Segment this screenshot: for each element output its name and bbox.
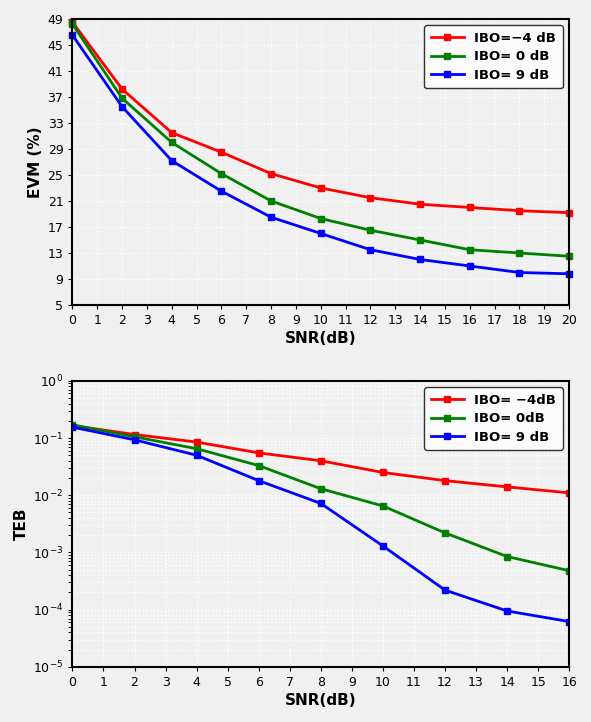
IBO= 0dB [131,432,138,441]
X-axis label: SNR(dB): SNR(dB) [285,331,356,347]
IBO= 9 dB [516,268,523,277]
IBO= 0dB [379,502,387,510]
IBO= 0 dB [317,214,324,223]
IBO= 0dB [193,444,200,453]
IBO= 0 dB [417,235,424,244]
IBO= 9 dB [379,542,387,550]
IBO= 9 dB [131,435,138,444]
IBO= 0 dB [268,196,275,205]
IBO= 9 dB [504,606,511,615]
IBO=−4 dB [268,170,275,178]
X-axis label: SNR(dB): SNR(dB) [285,693,356,708]
IBO= −4dB [255,448,262,457]
IBO=−4 dB [317,183,324,192]
IBO= −4dB [193,438,200,446]
IBO=−4 dB [417,200,424,209]
IBO= 0 dB [218,170,225,178]
IBO= 0dB [69,420,76,429]
Line: IBO=−4 dB: IBO=−4 dB [69,19,573,216]
IBO=−4 dB [168,129,176,137]
Line: IBO= −4dB: IBO= −4dB [69,422,573,496]
IBO= 9 dB [441,586,449,594]
IBO= 9 dB [69,31,76,40]
IBO= 9 dB [317,499,324,508]
IBO= 9 dB [367,245,374,254]
IBO= 9 dB [466,261,473,270]
IBO= 9 dB [417,255,424,264]
IBO= 0dB [441,529,449,537]
IBO= −4dB [441,477,449,485]
IBO= 0 dB [168,138,176,147]
IBO= 0dB [255,461,262,470]
IBO= −4dB [69,421,76,430]
IBO= 9 dB [168,157,176,165]
IBO= 0 dB [466,245,473,254]
IBO=−4 dB [516,206,523,215]
Line: IBO= 0 dB: IBO= 0 dB [69,21,573,260]
Line: IBO= 9 dB: IBO= 9 dB [69,424,573,625]
IBO=−4 dB [218,148,225,157]
IBO= 9 dB [193,451,200,460]
IBO=−4 dB [566,209,573,217]
Legend: IBO= −4dB, IBO= 0dB, IBO= 9 dB: IBO= −4dB, IBO= 0dB, IBO= 9 dB [424,388,563,450]
IBO= 9 dB [566,269,573,278]
IBO= 0dB [504,552,511,561]
IBO= 9 dB [69,423,76,432]
IBO= 9 dB [218,187,225,196]
IBO= −4dB [566,489,573,497]
IBO= 9 dB [566,617,573,626]
IBO=−4 dB [69,18,76,27]
IBO= −4dB [504,482,511,491]
IBO= −4dB [317,456,324,465]
Y-axis label: EVM (%): EVM (%) [28,126,43,198]
IBO= 9 dB [255,477,262,485]
IBO= 0 dB [516,248,523,257]
IBO= 0 dB [367,226,374,235]
IBO= 0 dB [119,94,126,103]
IBO= −4dB [131,430,138,439]
IBO=−4 dB [119,84,126,93]
IBO= −4dB [379,468,387,477]
IBO= 0dB [317,484,324,493]
Line: IBO= 0dB: IBO= 0dB [69,422,573,574]
IBO= 9 dB [317,229,324,238]
IBO= 0 dB [69,19,76,28]
IBO=−4 dB [367,193,374,202]
IBO= 9 dB [119,103,126,111]
IBO= 9 dB [268,213,275,222]
IBO= 0 dB [566,252,573,261]
Legend: IBO=−4 dB, IBO= 0 dB, IBO= 9 dB: IBO=−4 dB, IBO= 0 dB, IBO= 9 dB [424,25,563,88]
IBO=−4 dB [466,203,473,212]
Line: IBO= 9 dB: IBO= 9 dB [69,32,573,277]
IBO= 0dB [566,566,573,575]
Y-axis label: TEB: TEB [14,508,29,540]
